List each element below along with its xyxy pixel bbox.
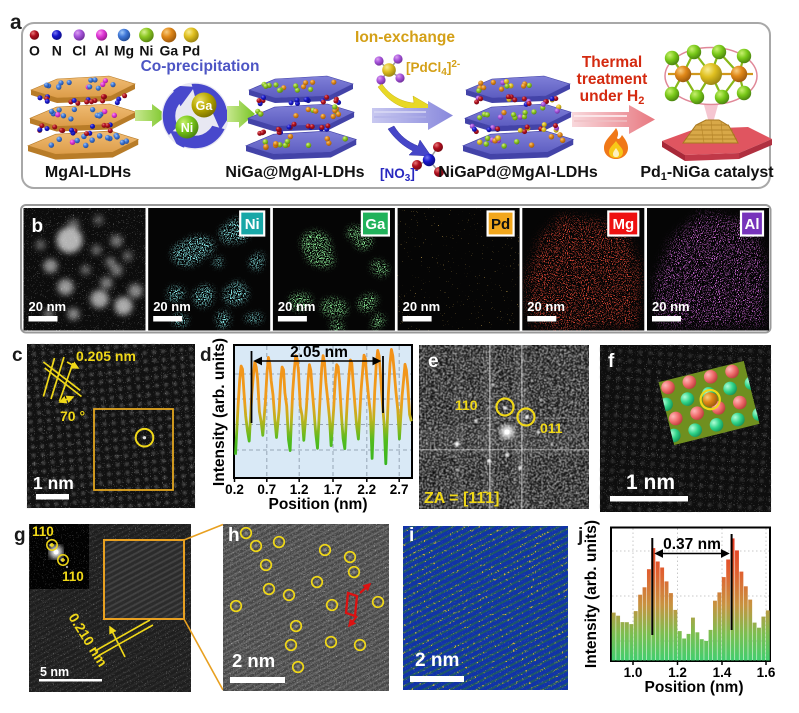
svg-text:h: h <box>228 525 240 546</box>
svg-text:5 nm: 5 nm <box>40 665 69 679</box>
svg-text:20 nm: 20 nm <box>403 299 441 314</box>
svg-text:2.7: 2.7 <box>390 482 409 497</box>
svg-text:1.6: 1.6 <box>757 665 776 680</box>
svg-text:0.37 nm: 0.37 nm <box>663 536 721 553</box>
svg-text:e: e <box>428 351 439 372</box>
svg-text:treatment: treatment <box>577 71 648 88</box>
svg-text:[PdCl4]2-: [PdCl4]2- <box>406 59 460 78</box>
svg-text:1.2: 1.2 <box>668 665 687 680</box>
svg-text:Thermal: Thermal <box>582 54 642 71</box>
svg-text:Pd1-NiGa catalyst: Pd1-NiGa catalyst <box>640 164 774 183</box>
svg-text:1 nm: 1 nm <box>33 473 74 493</box>
svg-text:1.4: 1.4 <box>713 665 732 680</box>
svg-text:c: c <box>12 345 23 366</box>
svg-text:0.205 nm: 0.205 nm <box>76 348 136 364</box>
svg-text:Mg: Mg <box>114 43 134 59</box>
svg-text:2.05 nm: 2.05 nm <box>290 344 348 361</box>
svg-text:b: b <box>32 216 44 237</box>
svg-text:Intensity (arb. units): Intensity (arb. units) <box>211 338 228 486</box>
svg-text:110: 110 <box>455 397 478 413</box>
svg-text:011: 011 <box>540 420 563 436</box>
svg-text:Pd: Pd <box>491 216 510 233</box>
svg-text:70 °: 70 ° <box>60 408 85 424</box>
svg-text:i: i <box>409 525 414 546</box>
svg-text:20 nm: 20 nm <box>29 299 67 314</box>
svg-text:Ga: Ga <box>196 99 214 113</box>
svg-text:NiGaPd@MgAl-LDHs: NiGaPd@MgAl-LDHs <box>438 164 598 181</box>
svg-text:1.2: 1.2 <box>290 482 309 497</box>
svg-text:Position (nm): Position (nm) <box>268 496 367 513</box>
svg-text:ZA = [11̄1]: ZA = [11̄1] <box>424 490 499 507</box>
svg-text:0.2: 0.2 <box>225 482 244 497</box>
svg-text:110: 110 <box>32 524 54 539</box>
svg-text:1.0: 1.0 <box>624 665 643 680</box>
svg-text:MgAl-LDHs: MgAl-LDHs <box>45 164 131 181</box>
svg-text:1.7: 1.7 <box>324 482 343 497</box>
svg-text:1 nm: 1 nm <box>626 471 675 494</box>
svg-text:Ni: Ni <box>181 121 194 135</box>
svg-text:Al: Al <box>95 43 109 59</box>
svg-text:N: N <box>52 43 62 59</box>
svg-text:f: f <box>608 351 615 372</box>
svg-text:Position (nm): Position (nm) <box>644 679 743 696</box>
svg-text:Ion-exchange: Ion-exchange <box>355 29 455 46</box>
svg-text:Al: Al <box>745 216 760 233</box>
svg-text:Pd: Pd <box>182 43 200 59</box>
svg-text:Ni: Ni <box>245 216 260 233</box>
svg-text:a: a <box>10 11 22 34</box>
svg-text:under H2: under H2 <box>580 88 645 107</box>
svg-text:g: g <box>14 525 26 546</box>
svg-text:d: d <box>200 345 212 366</box>
svg-text:NiGa@MgAl-LDHs: NiGa@MgAl-LDHs <box>225 164 364 181</box>
svg-text:Intensity (arb. units): Intensity (arb. units) <box>583 520 600 668</box>
svg-text:110: 110 <box>62 569 84 584</box>
svg-text:2 nm: 2 nm <box>232 650 275 671</box>
svg-text:20 nm: 20 nm <box>527 299 565 314</box>
svg-text:2.2: 2.2 <box>357 482 376 497</box>
svg-text:Co-precipitation: Co-precipitation <box>141 58 260 75</box>
svg-text:20 nm: 20 nm <box>652 299 690 314</box>
svg-text:Mg: Mg <box>612 216 634 233</box>
svg-text:0.7: 0.7 <box>257 482 276 497</box>
svg-text:20 nm: 20 nm <box>153 299 191 314</box>
svg-text:j: j <box>577 525 583 546</box>
svg-text:O: O <box>29 43 40 59</box>
svg-text:Ni: Ni <box>139 43 153 59</box>
svg-text:Ga: Ga <box>159 43 178 59</box>
svg-text:Ga: Ga <box>365 216 386 233</box>
svg-text:20 nm: 20 nm <box>278 299 316 314</box>
svg-text:Cl: Cl <box>72 43 86 59</box>
svg-text:2 nm: 2 nm <box>415 650 459 671</box>
